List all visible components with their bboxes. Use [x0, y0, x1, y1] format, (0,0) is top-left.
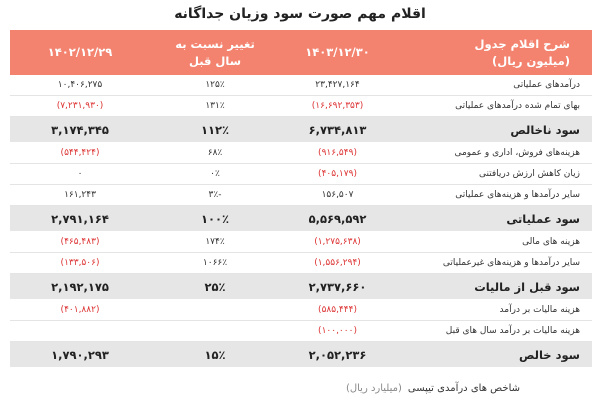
row-label: هزینه مالیات بر درآمد سال های قبل: [395, 320, 592, 342]
subtotal-row: سود خالص ۲,۰۵۲,۲۳۶ ۱۵٪ ۱,۷۹۰,۲۹۳: [10, 341, 592, 368]
cell: ۱۱۲٪: [150, 116, 280, 143]
row-label: هزینه‌های فروش، اداری و عمومی: [395, 142, 592, 164]
column-header: شرح اقلام جدول (میلیون ریال): [395, 30, 592, 75]
cell: ۱۰,۴۰۶,۲۷۵: [10, 75, 150, 96]
cell: ۲,۰۵۲,۲۳۶: [280, 341, 395, 368]
cell: ۱,۷۹۰,۲۹۳: [10, 341, 150, 368]
header-line: تغییر نسبت به: [175, 36, 255, 51]
cell: ۱۷۴٪: [150, 231, 280, 253]
table-row: درآمدهای عملیاتی ۲۳,۴۲۷,۱۶۴ ۱۲۵٪ ۱۰,۴۰۶,۲۷۵: [10, 75, 592, 96]
cell: ۱۳۱٪: [150, 95, 280, 117]
table-row: هزینه‌های فروش، اداری و عمومی (۹۱۶,۵۴۹) ۶۸…: [10, 142, 592, 164]
subtotal-row: سود ناخالص ۶,۷۳۴,۸۱۳ ۱۱۲٪ ۳,۱۷۴,۳۴۵: [10, 116, 592, 143]
cell: -۳٪: [150, 184, 280, 206]
header-line: سال قبل: [188, 53, 242, 68]
cell: ۱۰۶۶٪: [150, 252, 280, 274]
cell: [150, 299, 280, 321]
table-row: سایر درآمدها و هزینه‌های عملیاتی ۱۵۶,۵۰۷-…: [10, 184, 592, 206]
cell: ۳,۱۷۴,۳۴۵: [10, 116, 150, 143]
subtotal-row: سود قبل از مالیات ۲,۷۳۷,۶۶۰ ۲۵٪ ۲,۱۹۲,۱۷۵: [10, 273, 592, 300]
cell: ۱۲۵٪: [150, 75, 280, 96]
cell: ۲,۷۳۷,۶۶۰: [280, 273, 395, 300]
unit: (میلیارد ریال): [345, 383, 402, 394]
column-header: ۱۴۰۲/۱۲/۲۹: [10, 30, 150, 75]
cell: ۶۸٪: [150, 142, 280, 164]
row-label: درآمدهای عملیاتی: [395, 75, 592, 96]
income-table: شرح اقلام جدول (میلیون ریال) ۱۴۰۳/۱۲/۳۰ تغی…: [10, 30, 592, 368]
footer: شاخص های درآمدی تیپسی (میلیارد ریال): [346, 383, 520, 394]
table-row: سایر درآمدها و هزینه‌های غیرعملیاتی (۱,۵۵…: [10, 252, 592, 274]
cell: (۵۴۴,۴۲۴): [10, 142, 150, 164]
cell: (۱۳۳,۵۰۶): [10, 252, 150, 274]
cell: ۰: [10, 163, 150, 185]
cell: ۲,۷۹۱,۱۶۴: [10, 205, 150, 232]
cell: ۱۵۶,۵۰۷: [280, 184, 395, 206]
header-line: شرح اقلام جدول: [474, 36, 570, 51]
cell: ۱۶۱,۲۴۳: [10, 184, 150, 206]
subtotal-row: سود عملیاتی ۵,۵۶۹,۵۹۲ ۱۰۰٪ ۲,۷۹۱,۱۶۴: [10, 205, 592, 232]
cell: (۷,۲۳۱,۹۳۰): [10, 95, 150, 117]
row-label: سایر درآمدها و هزینه‌های عملیاتی: [395, 184, 592, 206]
cell: (۱۰۰,۰۰۰): [280, 320, 395, 342]
column-header: ۱۴۰۳/۱۲/۳۰: [280, 30, 395, 75]
cell: ۶,۷۳۴,۸۱۳: [280, 116, 395, 143]
table-row: هزینه های مالی (۱,۲۷۵,۶۳۸) ۱۷۴٪ (۴۶۵,۴۸۳): [10, 231, 592, 253]
header-line: ۱۴۰۳/۱۲/۳۰: [305, 45, 370, 59]
header-row: شرح اقلام جدول (میلیون ریال) ۱۴۰۳/۱۲/۳۰ تغی…: [10, 30, 592, 75]
row-label: بهای تمام شده درآمدهای عملیاتی: [395, 95, 592, 117]
cell: ۲,۱۹۲,۱۷۵: [10, 273, 150, 300]
cell: (۱,۲۷۵,۶۳۸): [280, 231, 395, 253]
cell: (۴۶۵,۴۸۳): [10, 231, 150, 253]
header-line: ۱۴۰۲/۱۲/۲۹: [47, 45, 113, 59]
cell: ۵,۵۶۹,۵۹۲: [280, 205, 395, 232]
header-line: (میلیون ریال): [492, 53, 570, 68]
table-row: زیان کاهش ارزش دریافتنی (۴۰۵,۱۷۹) ۰٪ ۰: [10, 163, 592, 185]
column-header: تغییر نسبت به سال قبل: [150, 30, 280, 75]
cell: ۱۰۰٪: [150, 205, 280, 232]
cell: (۴۰۵,۱۷۹): [280, 163, 395, 185]
cell: ۲۵٪: [150, 273, 280, 300]
row-label: سود قبل از مالیات: [395, 273, 592, 300]
cell: ۰٪: [150, 163, 280, 185]
table-row: بهای تمام شده درآمدهای عملیاتی (۱۶,۶۹۲,۳۵…: [10, 95, 592, 117]
row-label: هزینه های مالی: [395, 231, 592, 253]
cell: ۱۵٪: [150, 341, 280, 368]
cell: (۴۰۱,۸۸۲): [10, 299, 150, 321]
row-label: هزینه مالیات بر درآمد: [395, 299, 592, 321]
cell: (۵۸۵,۴۴۴): [280, 299, 395, 321]
row-label: سود خالص: [395, 341, 592, 368]
cell: (۱,۵۵۶,۲۹۴): [280, 252, 395, 274]
table-row: هزینه مالیات بر درآمد (۵۸۵,۴۴۴) (۴۰۱,۸۸۲): [10, 299, 592, 321]
row-label: سود ناخالص: [395, 116, 592, 143]
source: شاخص های درآمدی تیپسی: [407, 383, 520, 394]
row-label: زیان کاهش ارزش دریافتنی: [395, 163, 592, 185]
row-label: سود عملیاتی: [395, 205, 592, 232]
cell: [10, 320, 150, 342]
table-row: هزینه مالیات بر درآمد سال های قبل (۱۰۰,۰۰…: [10, 320, 592, 342]
cell: (۱۶,۶۹۲,۳۵۳): [280, 95, 395, 117]
row-label: سایر درآمدها و هزینه‌های غیرعملیاتی: [395, 252, 592, 274]
cell: ۲۳,۴۲۷,۱۶۴: [280, 75, 395, 96]
table-body: درآمدهای عملیاتی ۲۳,۴۲۷,۱۶۴ ۱۲۵٪ ۱۰,۴۰۶,۲۷۵…: [10, 75, 592, 368]
cell: (۹۱۶,۵۴۹): [280, 142, 395, 164]
cell: [150, 320, 280, 342]
title: اقلام مهم صورت سود وزیان جداگانه: [174, 6, 426, 22]
